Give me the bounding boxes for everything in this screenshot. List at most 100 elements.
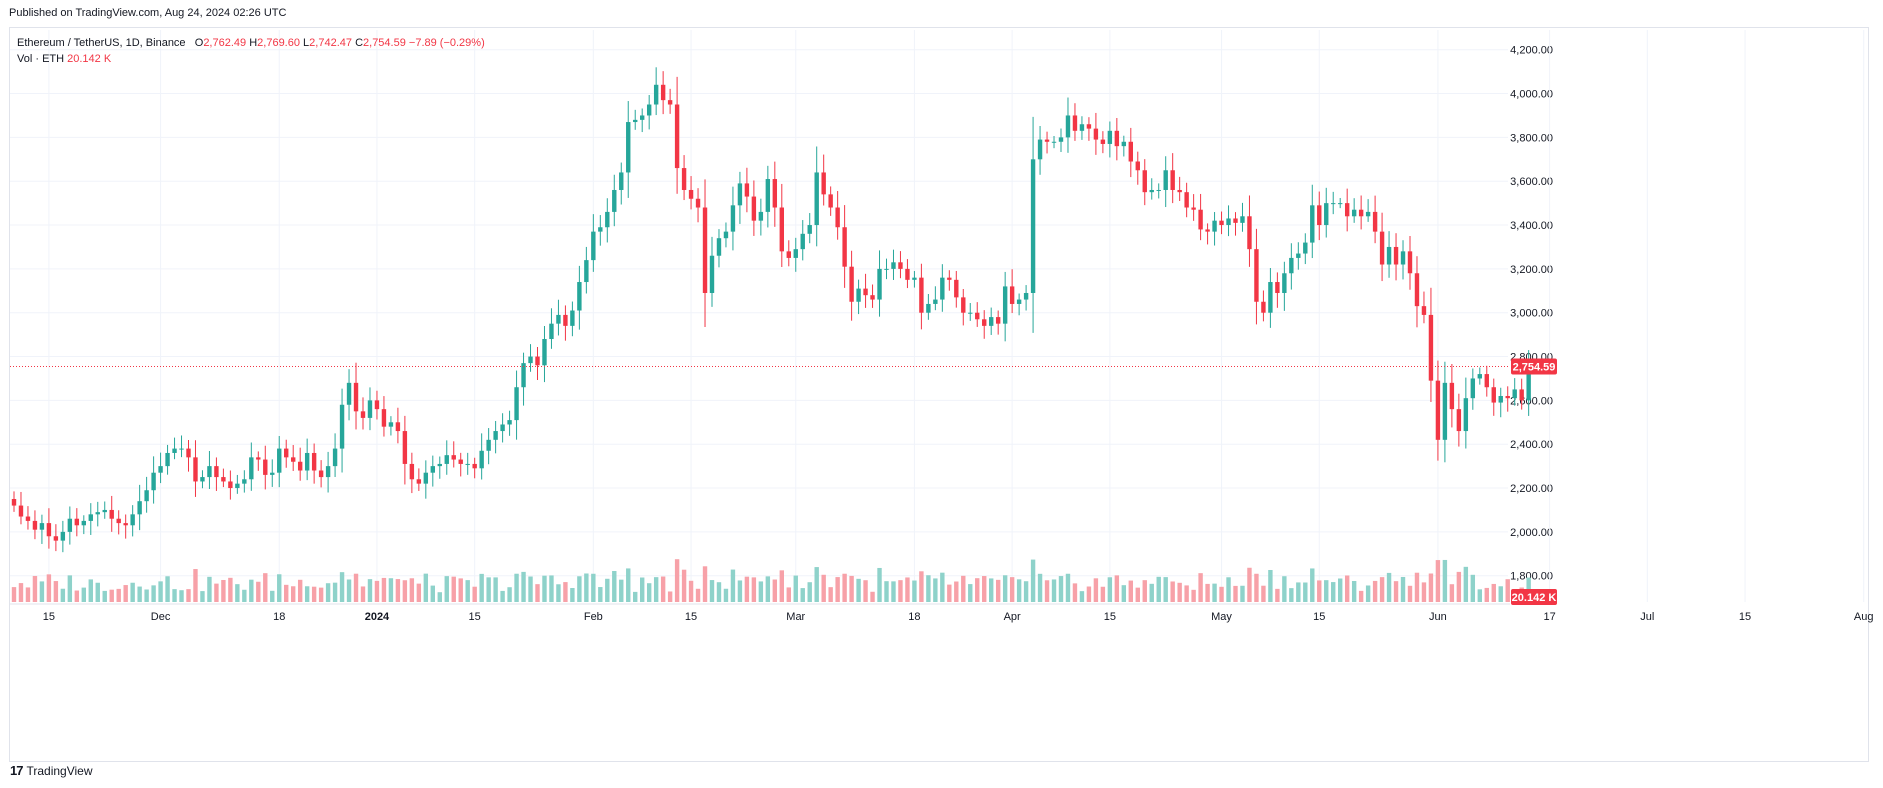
- candle-body: [67, 518, 73, 532]
- candle-body: [374, 400, 380, 410]
- candle-body: [353, 382, 359, 412]
- candle-body: [667, 100, 673, 105]
- volume-bar: [1268, 570, 1273, 602]
- candle-body: [172, 448, 177, 453]
- volume-bar: [989, 578, 994, 602]
- volume-bar: [1002, 575, 1008, 602]
- volume-bar: [291, 586, 296, 602]
- candle-body: [1484, 374, 1489, 388]
- volume-bar: [297, 579, 303, 602]
- volume-bar: [479, 573, 484, 602]
- candle-body: [528, 356, 533, 364]
- volume-bar: [905, 577, 910, 602]
- candle-body: [179, 448, 184, 450]
- volume-bar: [74, 590, 80, 602]
- volume-bar: [249, 579, 254, 602]
- volume-bar: [640, 577, 645, 602]
- candle-body: [1009, 286, 1015, 304]
- candle-body: [339, 404, 345, 449]
- candle-body: [1344, 203, 1350, 217]
- candle-body: [1212, 220, 1217, 232]
- legend-close-label: C: [355, 37, 364, 49]
- volume-bar: [95, 582, 100, 602]
- candle-body: [367, 400, 373, 418]
- legend-symbol: Ethereum / TetherUS, 1D, Binance: [17, 37, 186, 49]
- candle-body: [1247, 216, 1252, 250]
- candle-body: [863, 288, 868, 296]
- candle-body: [1379, 231, 1385, 265]
- volume-bar: [123, 585, 128, 602]
- candle-body: [18, 505, 24, 517]
- candle-body: [388, 422, 394, 427]
- volume-bar: [1331, 582, 1336, 602]
- x-tick-label: 15: [43, 611, 55, 623]
- volume-bar: [130, 582, 135, 602]
- candle-body: [1435, 380, 1441, 440]
- candle-body: [1030, 159, 1036, 293]
- candle-body: [60, 531, 66, 541]
- candle-body: [870, 295, 875, 300]
- candle-body: [1037, 139, 1043, 160]
- candle-body: [214, 466, 219, 478]
- volume-bar: [1121, 585, 1127, 602]
- volume-bar: [842, 573, 847, 602]
- legend: Ethereum / TetherUS, 1D, Binance O2,762.…: [17, 35, 485, 67]
- volume-bar: [1156, 576, 1161, 602]
- tradingview-logo-icon: 17: [10, 763, 24, 778]
- volume-bar: [514, 573, 519, 602]
- candle-body: [479, 450, 484, 469]
- candle-body: [968, 312, 973, 314]
- candle-body: [542, 339, 547, 366]
- candle-body: [1065, 115, 1071, 138]
- volume-bar: [1358, 590, 1364, 602]
- volume-bar: [1030, 559, 1036, 602]
- volume-bar: [18, 583, 24, 602]
- candle-body: [591, 231, 596, 261]
- volume-bar: [619, 579, 624, 602]
- candle-body: [765, 179, 771, 212]
- volume-bar: [1365, 585, 1371, 602]
- volume-bar: [88, 579, 93, 602]
- volume-bar: [563, 582, 568, 602]
- y-tick-label: 3,800.00: [1510, 132, 1553, 144]
- candle-body: [81, 520, 86, 526]
- candle-body: [88, 514, 93, 521]
- volume-bar: [1163, 577, 1168, 602]
- volume-bar: [1065, 573, 1071, 602]
- legend-low: 2,742.47: [309, 37, 352, 49]
- candle-body: [514, 387, 519, 421]
- volume-bar: [528, 576, 533, 602]
- volume-bar: [458, 578, 463, 602]
- candle-body: [1351, 209, 1357, 217]
- candle-body: [1254, 249, 1259, 302]
- candle-body: [1296, 253, 1301, 258]
- volume-bar: [1240, 585, 1245, 602]
- volume-bar: [465, 580, 470, 602]
- volume-bar: [332, 582, 338, 602]
- y-tick-label: 3,400.00: [1510, 220, 1553, 232]
- footer-brand[interactable]: 17 TradingView: [10, 763, 93, 778]
- candle-body: [200, 477, 205, 482]
- volume-bar: [1324, 580, 1329, 602]
- volume-bar: [800, 588, 805, 602]
- candle-body: [256, 457, 261, 460]
- volume-bar: [961, 575, 966, 602]
- volume-bar: [772, 579, 778, 602]
- volume-bar: [500, 590, 505, 602]
- candle-body: [933, 299, 938, 304]
- volume-bar: [577, 576, 582, 602]
- volume-bar: [1016, 579, 1022, 602]
- volume-bar: [318, 587, 324, 602]
- volume-bar: [1219, 586, 1224, 602]
- volume-bar: [807, 582, 812, 602]
- candle-body: [458, 459, 463, 464]
- candle-body: [1386, 246, 1392, 265]
- volume-bar: [1463, 566, 1469, 602]
- candle-body: [1275, 282, 1280, 293]
- volume-bar: [144, 589, 149, 602]
- volume-bar: [102, 590, 107, 602]
- candle-body: [500, 424, 505, 432]
- volume-bar: [758, 581, 764, 602]
- candle-body: [1177, 189, 1182, 193]
